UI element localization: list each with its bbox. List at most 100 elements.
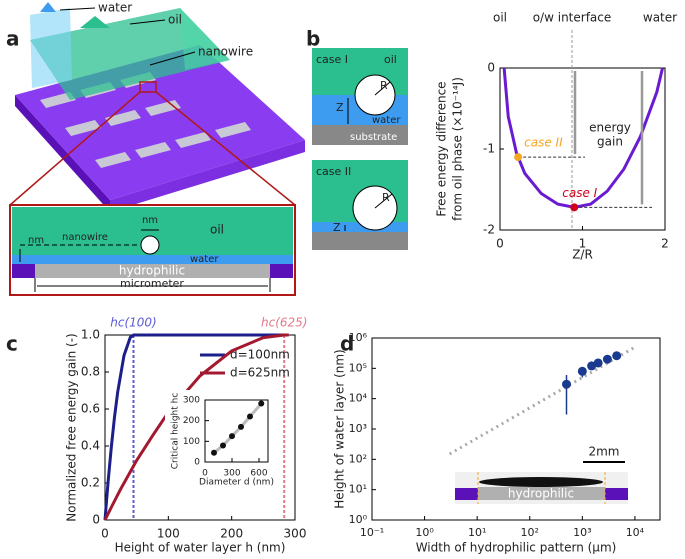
droplet-inset <box>455 461 628 504</box>
legend-label: d=100nm <box>230 348 290 362</box>
label: oil <box>384 53 397 66</box>
y-tick-label: 10⁵ <box>349 361 367 374</box>
label: hydrophilic <box>508 487 574 501</box>
label: water <box>190 254 219 265</box>
label: nanowire <box>198 45 253 59</box>
x-axis-label: Width of hydrophilic pattern (μm) <box>416 541 617 555</box>
case-label: case I <box>562 186 597 200</box>
top-label: oil <box>493 11 507 25</box>
x-axis-label: Z/R <box>572 248 593 262</box>
label: R <box>380 79 388 92</box>
point <box>602 354 612 364</box>
label: water <box>98 1 132 15</box>
label: nanowire <box>62 232 108 243</box>
legend-label: d=625nm <box>230 366 290 380</box>
label: nm <box>28 235 44 246</box>
point <box>593 358 603 368</box>
y-tick-label: 0 <box>487 61 495 75</box>
y-tick-label: 0.4 <box>81 439 100 453</box>
label: oil <box>210 223 224 237</box>
case-point <box>570 203 579 212</box>
label: hydrophilic <box>119 264 185 278</box>
label: nm <box>142 215 158 226</box>
label: Z <box>333 221 341 234</box>
schematic-3d <box>9 2 305 212</box>
y-axis-label: Critical height hc <box>171 393 181 470</box>
y-tick-label: 0.8 <box>81 365 100 379</box>
case-schematic <box>312 48 408 250</box>
x-tick-label: 10² <box>521 526 539 539</box>
point <box>577 366 587 376</box>
x-tick-label: 200 <box>220 527 243 541</box>
top-label: water <box>643 11 677 25</box>
y-tick-label: 0 <box>194 458 200 468</box>
panel-label: d <box>340 332 354 356</box>
x-tick-label: 600 <box>250 469 267 479</box>
x-tick-label: 10⁰ <box>415 526 434 539</box>
series-line <box>103 333 289 521</box>
x-axis-label: Height of water layer h (nm) <box>115 541 286 555</box>
y-axis-label: from oil phase (×10⁻¹⁴J) <box>451 77 465 221</box>
y-tick-label: 0.2 <box>81 476 100 490</box>
x-tick-label: 1 <box>579 237 587 251</box>
scale-bar-label: 2mm <box>588 445 619 459</box>
y-tick-label: 10⁶ <box>349 331 368 344</box>
label: micrometer <box>120 277 184 290</box>
cross-section <box>9 204 296 296</box>
y-tick-label: 0.6 <box>81 402 100 416</box>
point <box>229 433 235 440</box>
x-tick-label: 10³ <box>573 526 591 539</box>
label: water <box>372 115 401 126</box>
x-tick-label: 10⁻¹ <box>360 526 384 539</box>
point <box>238 423 244 430</box>
panel-label: a <box>6 27 20 51</box>
case-point <box>514 153 523 162</box>
y-axis-label: Normalized free energy gain (-) <box>65 333 79 521</box>
point <box>612 351 622 361</box>
y-tick-label: 10⁴ <box>349 392 368 405</box>
x-tick-label: 10⁴ <box>626 526 645 539</box>
label: R <box>382 191 390 204</box>
label: case II <box>316 165 351 178</box>
panel-label: b <box>306 27 320 51</box>
y-tick-label: 10⁰ <box>349 513 368 526</box>
plot-frame <box>204 399 269 463</box>
y-axis-label: Free energy difference <box>435 81 449 216</box>
y-tick-label: 10¹ <box>349 483 367 496</box>
x-tick-label: 300 <box>223 469 240 479</box>
y-tick-label: 10³ <box>349 422 367 435</box>
label: oil <box>168 13 182 27</box>
y-tick-label: 0 <box>92 513 100 527</box>
x-tick-label: 300 <box>284 527 307 541</box>
x-tick-label: 0 <box>202 469 208 479</box>
point <box>211 449 217 456</box>
x-tick-label: 0 <box>101 527 109 541</box>
label: substrate <box>350 132 397 143</box>
x-tick-label: 0 <box>496 237 504 251</box>
point <box>258 400 265 407</box>
top-label: o/w interface <box>533 11 612 25</box>
point <box>220 442 226 449</box>
x-axis-label: Diameter d (nm) <box>199 478 274 488</box>
case-label: case II <box>524 136 563 150</box>
y-tick-label: 100 <box>183 437 200 447</box>
y-tick-label: 1.0 <box>81 328 100 342</box>
y-axis-label: Height of water layer (nm) <box>333 349 347 508</box>
x-tick-label: 2 <box>661 237 669 251</box>
label: case I <box>316 53 348 66</box>
annotation: energy <box>589 121 631 135</box>
point <box>562 379 572 389</box>
x-tick-label: 10¹ <box>468 526 486 539</box>
panel-label: c <box>6 332 18 356</box>
y-tick-label: 10² <box>349 452 367 465</box>
threshold-label: hc(625) <box>261 316 307 330</box>
annotation: gain <box>597 135 623 149</box>
y-tick-label: -1 <box>483 142 495 156</box>
x-tick-label: 100 <box>157 527 180 541</box>
label: Z <box>336 101 344 114</box>
y-tick-label: 300 <box>183 396 200 406</box>
threshold-label: hc(100) <box>110 316 156 330</box>
point <box>247 413 253 420</box>
y-tick-label: 200 <box>183 416 200 426</box>
